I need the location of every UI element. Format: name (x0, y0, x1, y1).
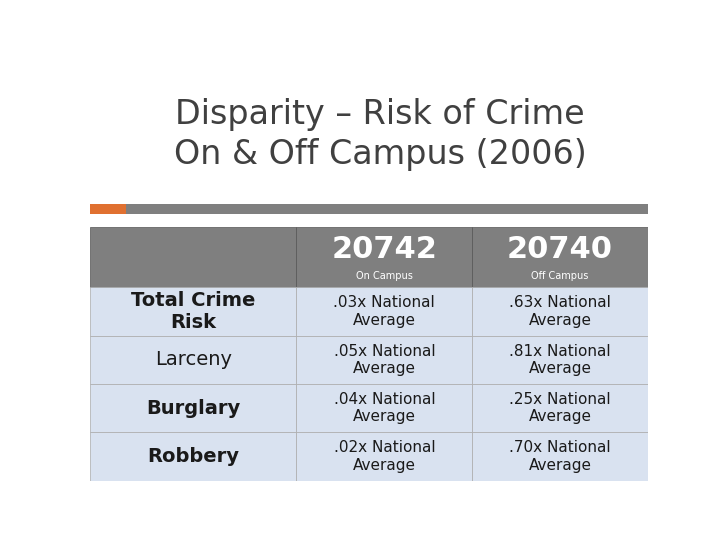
Text: .81x National
Average: .81x National Average (509, 343, 611, 376)
Text: .05x National
Average: .05x National Average (333, 343, 435, 376)
FancyBboxPatch shape (472, 227, 648, 287)
FancyBboxPatch shape (90, 287, 297, 335)
FancyBboxPatch shape (297, 227, 472, 287)
FancyBboxPatch shape (90, 432, 297, 481)
FancyBboxPatch shape (126, 204, 648, 214)
FancyBboxPatch shape (297, 335, 472, 384)
FancyBboxPatch shape (90, 204, 126, 214)
FancyBboxPatch shape (472, 384, 648, 432)
FancyBboxPatch shape (297, 432, 472, 481)
Text: .25x National
Average: .25x National Average (509, 392, 611, 424)
Text: Larceny: Larceny (155, 350, 232, 369)
Text: On Campus: On Campus (356, 272, 413, 281)
Text: .04x National
Average: .04x National Average (333, 392, 435, 424)
Text: .03x National
Average: .03x National Average (333, 295, 435, 328)
Text: .63x National
Average: .63x National Average (509, 295, 611, 328)
FancyBboxPatch shape (90, 384, 297, 432)
FancyBboxPatch shape (90, 227, 297, 287)
Text: Total Crime
Risk: Total Crime Risk (131, 291, 256, 332)
Text: Burglary: Burglary (146, 399, 240, 417)
Text: Disparity – Risk of Crime
On & Off Campus (2006): Disparity – Risk of Crime On & Off Campu… (174, 98, 587, 171)
FancyBboxPatch shape (472, 432, 648, 481)
Text: .02x National
Average: .02x National Average (333, 440, 435, 472)
FancyBboxPatch shape (297, 384, 472, 432)
FancyBboxPatch shape (472, 335, 648, 384)
Text: 20742: 20742 (331, 235, 437, 265)
FancyBboxPatch shape (297, 287, 472, 335)
Text: .70x National
Average: .70x National Average (509, 440, 611, 472)
FancyBboxPatch shape (472, 287, 648, 335)
FancyBboxPatch shape (90, 335, 297, 384)
Text: 20740: 20740 (507, 235, 613, 265)
Text: Off Campus: Off Campus (531, 272, 589, 281)
Text: Robbery: Robbery (147, 447, 239, 466)
